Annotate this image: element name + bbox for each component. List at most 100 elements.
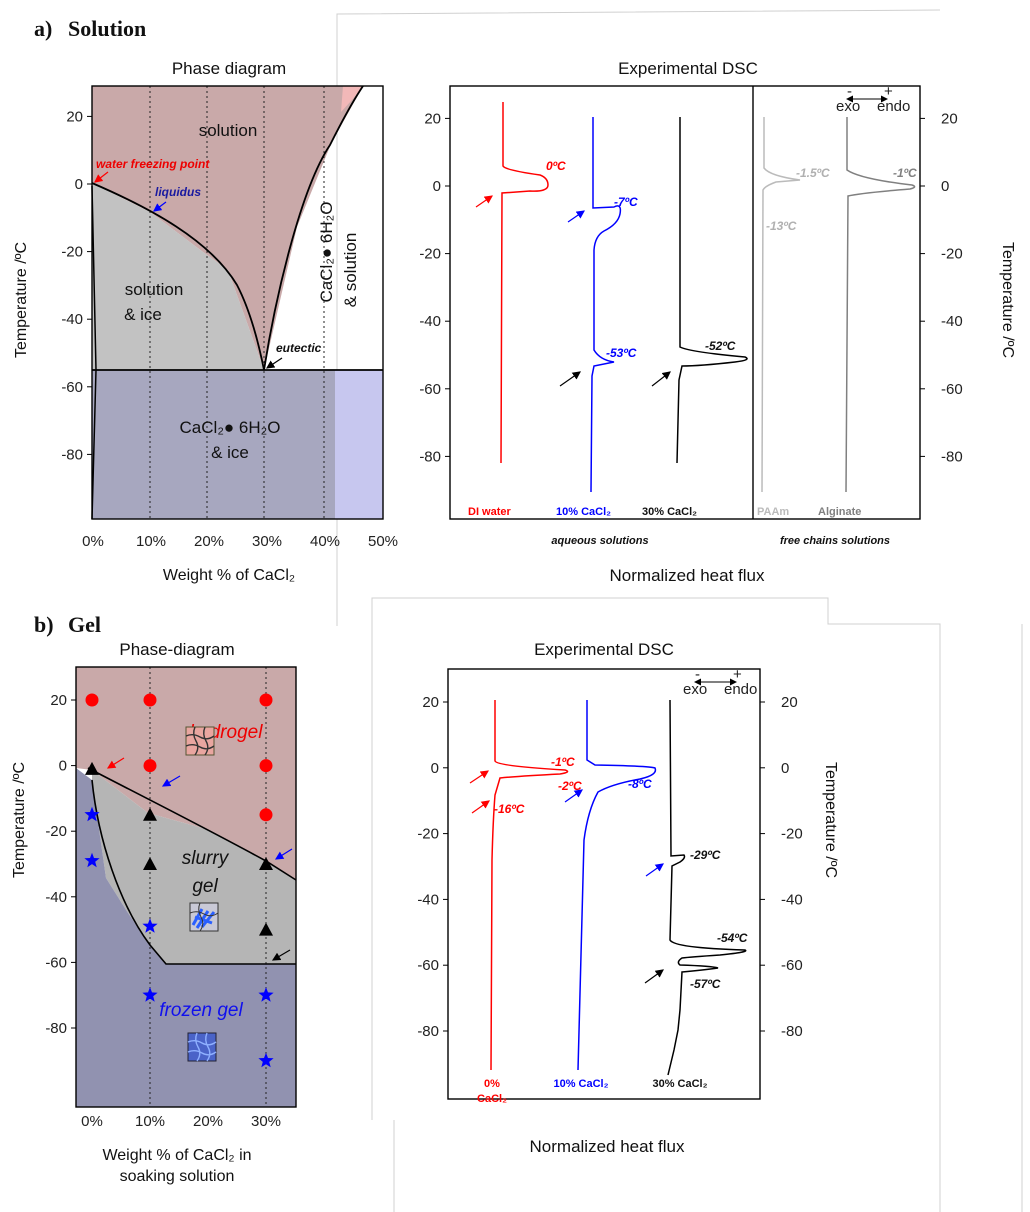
group-free-chains: free chains solutions [780,535,890,547]
y-tick-label: -80 [45,1020,67,1037]
y-tick-label: 0 [781,760,789,777]
x-tick-label: 30% [251,1113,281,1130]
boundary-frozen [91,779,296,965]
x-ticks: 0% 10% 20% 30% 40% 50% [82,533,398,550]
trace-0-cacl2 [490,700,569,1071]
peak-label-1: -1ºC [893,166,917,180]
x-tick-label: 10% [135,1113,165,1130]
y-tick-label: -40 [941,313,963,330]
region-hexa-solution-top [341,86,363,112]
y-tick-label: -60 [419,381,441,398]
ice-line [91,185,97,520]
hydrogel-icon [185,726,215,756]
y-tick-label: -20 [941,246,963,263]
y-tick-label: 20 [941,110,958,127]
label-solution: solution [199,121,258,140]
hydrogel-point [259,759,273,773]
peak-label-b-16: -16ºC [494,802,525,816]
peak-label-b-8: -8ºC [628,777,652,791]
phase-b-title: Phase-diagram [119,640,234,659]
peak-label-0: 0ºC [546,159,566,173]
exo-minus: - [847,83,852,100]
trace-label-30: 30% CaCl₂ [642,506,697,518]
phase-b-ylabel: Temperature /ºC [11,762,28,878]
liquidus-line [91,182,265,371]
x-tick-label: 0% [81,1113,103,1130]
peak-label-b-57: -57ºC [690,977,721,991]
trace-label-alginate: Alginate [818,506,861,518]
plot-frame [75,666,297,1108]
region-hexa-ice [92,370,335,519]
frozen-point [142,987,158,1002]
trace-10-cacl2 [590,117,622,493]
peak-label-53: -53ºC [606,346,637,360]
dsc-a-title: Experimental DSC [618,59,758,78]
y-tick-label: 0 [433,178,441,195]
arrow-water [94,171,109,183]
exo-minus-b: - [695,666,700,683]
x-tick-label: 50% [368,533,398,550]
dsc-b-ylabel: Temperature /ºC [822,762,839,878]
solubility-line [263,85,364,371]
slurry-point [143,857,157,870]
y-tick-label: -40 [419,313,441,330]
label-frozen: frozen gel [159,1000,243,1021]
arrow-slurry-10 [161,775,181,787]
plot-frame [91,85,384,520]
vertical-grid [149,667,267,1107]
y-tick-label: -80 [417,1023,439,1040]
trace-label-paam: PAAm [757,506,789,518]
hydrogel-point [143,693,157,707]
y-tick-label: -80 [419,448,441,465]
frozen-point [84,852,100,868]
y-tick-label: 20 [424,110,441,127]
trace-30-cacl2-b [667,699,747,1076]
arrow-di-water [475,195,493,208]
x-tick-label: 30% [252,533,282,550]
peak-label-1-5: -1.5ºC [796,166,830,180]
y-tick-label: -80 [781,1023,803,1040]
y-tick-label: 0 [431,760,439,777]
group-aqueous: aqueous solutions [551,535,648,547]
panel-a-label: a) [34,16,52,41]
trace-label-b-30: 30% CaCl₂ [652,1078,707,1090]
hydrogel-point [143,759,157,773]
y-tick-label: -60 [417,957,439,974]
endo-plus-b: + [733,666,742,683]
arrow-slurry-30 [274,848,293,860]
x-tick-label: 0% [82,533,104,550]
arrow-30-b-high [645,863,664,877]
left-y-ticks: 20 0 -20 -40 -60 -80 [419,110,450,465]
dsc-b: Experimental DSC 20 0 -20 -40 -60 -80 20 0 -20 -… [417,640,839,1156]
panel-a-name: Solution [68,16,146,41]
phase-a-ylabel: Temperature /ºC [13,242,30,358]
arrow-0-high [469,770,489,784]
exo-label-b: exo [683,681,707,698]
region-frozen [76,768,296,1107]
right-y-ticks: 20 0 -20 -40 -60 -80 [760,694,803,1040]
region-hydrogel [76,667,296,880]
y-tick-label: -60 [61,379,83,396]
peak-label-b-1: -1ºC [551,755,575,769]
left-y-ticks: 20 0 -20 -40 -60 -80 [417,694,448,1040]
phase-b-xlabel-1: Weight % of CaCl₂ in [102,1147,251,1164]
slurry-point [85,761,99,775]
vertical-grid [149,86,325,519]
y-ticks: 20 0 -20 -40 -60 -80 [45,692,76,1037]
arrow-0-low [471,800,490,814]
frozen-point [258,987,274,1002]
x-tick-label: 40% [310,533,340,550]
dsc-b-title: Experimental DSC [534,640,674,659]
y-tick-label: 20 [422,694,439,711]
arrow-eutectic [266,357,283,369]
y-tick-label: -60 [941,381,963,398]
y-tick-label: -40 [417,891,439,908]
dsc-b-frame [447,668,761,1100]
slurry-point [143,807,157,821]
arrow-30-b-low [644,969,664,984]
y-tick-label: -20 [61,244,83,261]
ann-eutectic: eutectic [276,341,322,355]
y-tick-label: -60 [781,957,803,974]
trace-label-b-0-2: CaCl₂ [477,1093,507,1105]
y-tick-label: 20 [50,692,67,709]
